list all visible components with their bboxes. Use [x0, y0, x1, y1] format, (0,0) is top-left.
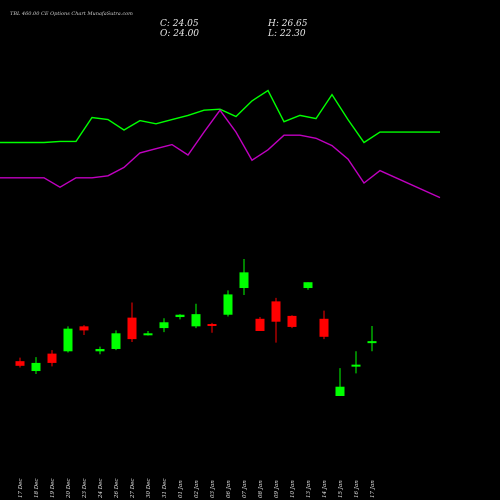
x-tick-label: 16 Jan	[354, 480, 360, 498]
candle-body	[351, 364, 361, 367]
candle-body	[175, 314, 185, 318]
candle-body	[95, 348, 105, 352]
open-value: O: 24.00	[160, 29, 200, 39]
x-tick-label: 02 Jan	[194, 480, 200, 498]
high-value: H: 26.65	[268, 19, 308, 29]
candle-body	[223, 294, 233, 315]
x-tick-label: 14 Jan	[322, 480, 328, 498]
upper-indicator-line	[0, 89, 440, 144]
x-tick-label: 20 Dec	[66, 479, 72, 500]
x-tick-label: 26 Dec	[114, 479, 120, 500]
candle-body	[127, 317, 137, 340]
x-tick-label: 30 Dec	[146, 479, 152, 499]
candle-body	[239, 272, 249, 289]
x-tick-label: 13 Jan	[306, 480, 312, 498]
x-tick-label: 09 Jan	[274, 480, 280, 498]
x-tick-label: 23 Dec	[82, 479, 88, 500]
candle-body	[79, 326, 89, 331]
x-tick-label: 07 Jan	[242, 480, 248, 498]
candle-body	[287, 315, 297, 327]
x-tick-label: 01 Jan	[178, 480, 184, 498]
candle-body	[63, 328, 73, 352]
x-tick-labels: 17 Dec 18 Dec 19 Dec 20 Dec 23 Dec 24 Dec 26 D…	[18, 479, 376, 500]
x-tick-label: 08 Jan	[258, 480, 264, 498]
candle-body	[335, 386, 345, 396]
x-tick-label: 31 Dec	[162, 479, 168, 499]
candles-group	[15, 259, 377, 396]
candle-body	[255, 318, 265, 331]
candle-body	[191, 314, 201, 327]
candle-body	[47, 353, 57, 363]
candle-body	[143, 333, 153, 336]
x-tick-label: 24 Dec	[98, 479, 104, 500]
low-value: L: 22.30	[268, 29, 306, 39]
candle-body	[303, 282, 313, 289]
chart-title: TBL 460.00 CE Options Chart MunafaSutra.…	[10, 11, 133, 17]
x-tick-label: 15 Jan	[338, 480, 344, 498]
candle-body	[31, 362, 41, 372]
lower-indicator-line	[0, 109, 441, 199]
candle-body	[15, 361, 25, 366]
candle-body	[111, 333, 121, 349]
x-tick-label: 10 Jan	[290, 480, 296, 498]
x-tick-label: 06 Jan	[226, 480, 232, 498]
x-tick-label: 19 Dec	[50, 479, 56, 499]
candle-body	[207, 324, 217, 327]
x-tick-label: 03 Jan	[210, 480, 216, 498]
x-tick-label: 17 Dec	[18, 479, 24, 499]
candle-body	[367, 341, 377, 344]
candle-body	[271, 301, 281, 322]
candle-body	[159, 322, 169, 329]
candle-body	[319, 318, 329, 337]
close-value: C: 24.05	[160, 19, 199, 29]
x-tick-label: 17 Jan	[370, 480, 376, 498]
x-tick-label: 18 Dec	[34, 479, 40, 499]
x-tick-label: 27 Dec	[130, 479, 136, 500]
